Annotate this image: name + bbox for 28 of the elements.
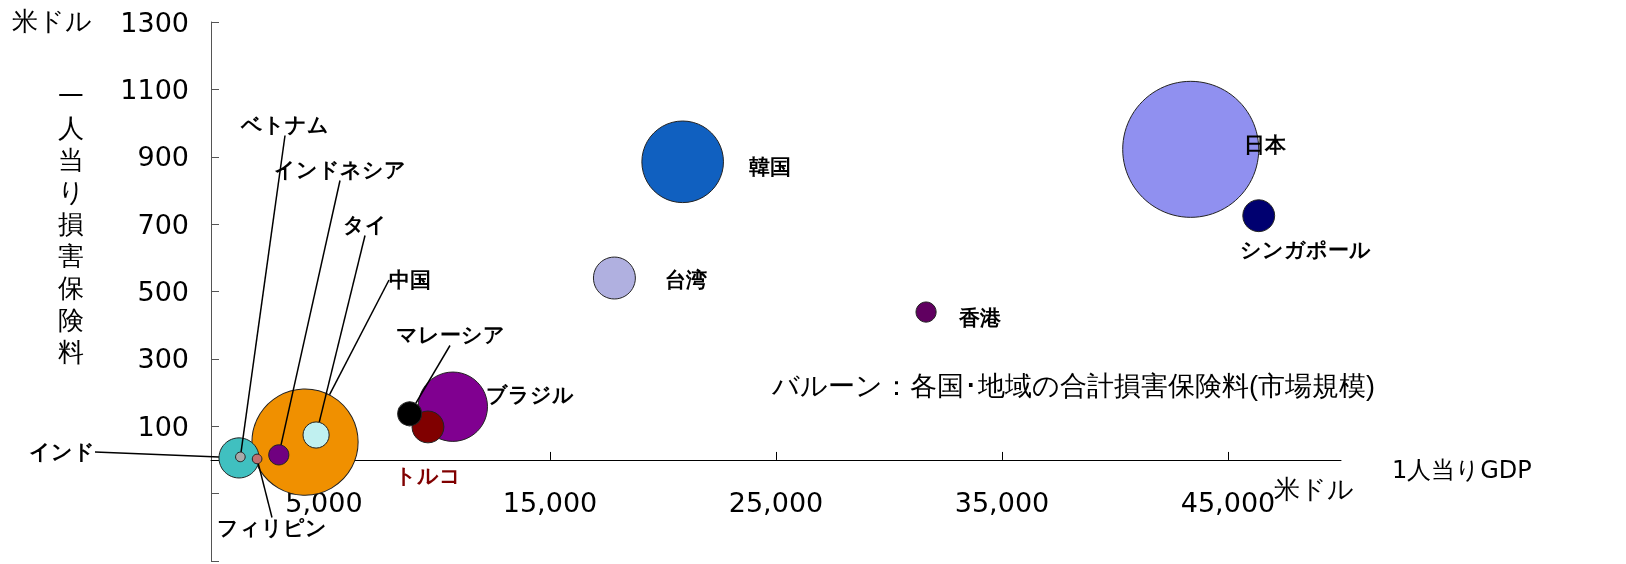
y-tick-label: 500 — [137, 276, 189, 307]
x-tick-label: 5,000 — [285, 487, 363, 518]
text: 一人当り損害保険料 — [58, 81, 85, 367]
x-axis-title: 1人当りGDP — [1392, 456, 1532, 484]
y-tick-label: 1300 — [120, 6, 189, 38]
x-tick-label: 25,000 — [728, 487, 824, 518]
annotation: 米ドル — [1274, 474, 1354, 504]
series-label: 香港 — [958, 306, 1002, 330]
y-tick-label: 700 — [137, 208, 189, 240]
y-tick-label: 100 — [137, 410, 189, 442]
series-label: ブラジル — [486, 383, 574, 407]
series-label: シンガポール — [1239, 238, 1371, 262]
x-tick-label: 35,000 — [954, 487, 1050, 518]
series-label: トルコ — [395, 464, 461, 488]
y-tick-label: 900 — [137, 141, 189, 173]
annotation: バルーン：各国･地域の合計損害保険料(市場規模) — [771, 370, 1375, 401]
text: マレーシア — [395, 323, 505, 347]
series-label: 韓国 — [749, 155, 791, 179]
y-tick-label: 300 — [137, 343, 189, 375]
text: 米ドル — [12, 6, 92, 36]
y-tick-label: 1100 — [120, 73, 189, 105]
text: タイ — [343, 213, 387, 237]
text: インド — [29, 440, 95, 464]
x-tick-label: 15,000 — [502, 487, 598, 518]
text: 中国 — [389, 268, 431, 292]
series-label: 台湾 — [665, 268, 707, 292]
text: フィリピン — [217, 516, 327, 540]
text: ベトナム — [240, 113, 329, 137]
